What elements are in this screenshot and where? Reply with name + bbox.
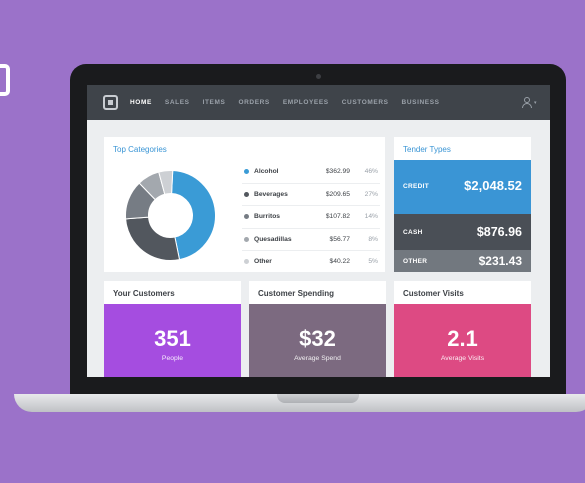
average-visits-caption: Average Visits bbox=[440, 355, 485, 362]
category-dot bbox=[244, 191, 249, 197]
customer-visits-title: Customer Visits bbox=[403, 289, 464, 298]
laptop-notch bbox=[277, 394, 359, 403]
category-row: Quesadillas $56.77 8% bbox=[242, 229, 380, 251]
category-percent: 8% bbox=[368, 235, 378, 243]
tender-label: CASH bbox=[403, 229, 423, 236]
nav-sales[interactable]: SALES bbox=[164, 99, 190, 106]
category-dot bbox=[244, 214, 249, 219]
nav-customers[interactable]: CUSTOMERS bbox=[341, 99, 389, 106]
category-donut-chart bbox=[125, 170, 216, 261]
customer-spending-panel[interactable]: $32 Average Spend bbox=[249, 304, 386, 377]
tender-label: CREDIT bbox=[403, 183, 429, 190]
camera bbox=[316, 74, 321, 79]
corner-logo bbox=[0, 64, 10, 96]
your-customers-title: Your Customers bbox=[113, 289, 175, 298]
category-percent: 27% bbox=[364, 190, 378, 198]
top-categories-title: Top Categories bbox=[113, 145, 167, 154]
category-name: Beverages bbox=[254, 190, 288, 198]
category-dot bbox=[244, 169, 249, 174]
customer-visits-panel[interactable]: 2.1 Average Visits bbox=[394, 304, 531, 377]
category-dot bbox=[244, 259, 249, 264]
category-row: Burritos $107.82 14% bbox=[242, 206, 380, 229]
tender-types-title: Tender Types bbox=[403, 145, 451, 154]
nav-home[interactable]: HOME bbox=[130, 99, 152, 106]
category-amount: $362.99 bbox=[325, 168, 350, 175]
category-row: Alcohol $362.99 46% bbox=[242, 161, 380, 184]
dashboard-screen: HOME SALES ITEMS ORDERS EMPLOYEES CUSTOM… bbox=[87, 85, 550, 377]
category-percent: 14% bbox=[364, 213, 378, 220]
tender-label: OTHER bbox=[403, 258, 428, 265]
category-list: Alcohol $362.99 46% Beverages $209.65 27… bbox=[242, 161, 380, 274]
tender-value: $2,048.52 bbox=[464, 178, 522, 193]
category-name: Alcohol bbox=[254, 168, 279, 175]
category-percent: 46% bbox=[364, 168, 378, 175]
donut-slice-other[interactable] bbox=[158, 170, 174, 195]
customers-count: 351 bbox=[154, 326, 191, 351]
nav-business[interactable]: BUSINESS bbox=[401, 99, 440, 106]
customers-caption: People bbox=[161, 355, 184, 362]
category-dot bbox=[244, 236, 249, 242]
tender-row-cash[interactable]: CASH $876.96 bbox=[394, 214, 531, 250]
user-icon[interactable]: ▾ bbox=[522, 97, 537, 109]
customer-spending-title: Customer Spending bbox=[258, 289, 335, 298]
nav-items[interactable]: ITEMS bbox=[202, 99, 226, 106]
your-customers-card: Your Customers 351 People bbox=[104, 281, 241, 377]
average-spend-value: $32 bbox=[299, 326, 336, 351]
customer-spending-card: Customer Spending $32 Average Spend bbox=[249, 281, 386, 377]
category-amount: $56.77 bbox=[329, 235, 350, 243]
category-amount: $107.82 bbox=[325, 213, 350, 220]
category-amount: $209.65 bbox=[325, 190, 350, 198]
customer-visits-card: Customer Visits 2.1 Average Visits bbox=[394, 281, 531, 377]
tender-value: $876.96 bbox=[476, 225, 522, 239]
square-logo-icon[interactable] bbox=[103, 95, 118, 110]
nav-employees[interactable]: EMPLOYEES bbox=[282, 99, 329, 106]
top-categories-card: Top Categories Alcohol $362.99 46% Bever… bbox=[104, 137, 385, 272]
category-percent: 5% bbox=[368, 258, 378, 265]
nav-orders[interactable]: ORDERS bbox=[238, 99, 270, 106]
category-amount: $40.22 bbox=[329, 258, 350, 265]
tender-types-card: Tender Types CREDIT $2,048.52 CASH $876.… bbox=[394, 137, 531, 272]
average-spend-caption: Average Spend bbox=[294, 355, 341, 362]
tender-row-credit[interactable]: CREDIT $2,048.52 bbox=[394, 160, 531, 214]
category-name: Quesadillas bbox=[254, 235, 292, 243]
top-navbar: HOME SALES ITEMS ORDERS EMPLOYEES CUSTOM… bbox=[87, 85, 550, 120]
donut-slice-alcohol[interactable] bbox=[171, 170, 216, 261]
tender-row-other[interactable]: OTHER $231.43 bbox=[394, 250, 531, 272]
tender-value: $231.43 bbox=[478, 254, 522, 268]
laptop-base bbox=[14, 394, 585, 412]
category-name: Other bbox=[254, 258, 272, 265]
category-name: Burritos bbox=[254, 213, 281, 220]
average-visits-value: 2.1 bbox=[447, 326, 478, 351]
category-row: Beverages $209.65 27% bbox=[242, 184, 380, 206]
donut-slice-beverages[interactable] bbox=[125, 216, 181, 261]
your-customers-panel[interactable]: 351 People bbox=[104, 304, 241, 377]
category-row: Other $40.22 5% bbox=[242, 251, 380, 274]
